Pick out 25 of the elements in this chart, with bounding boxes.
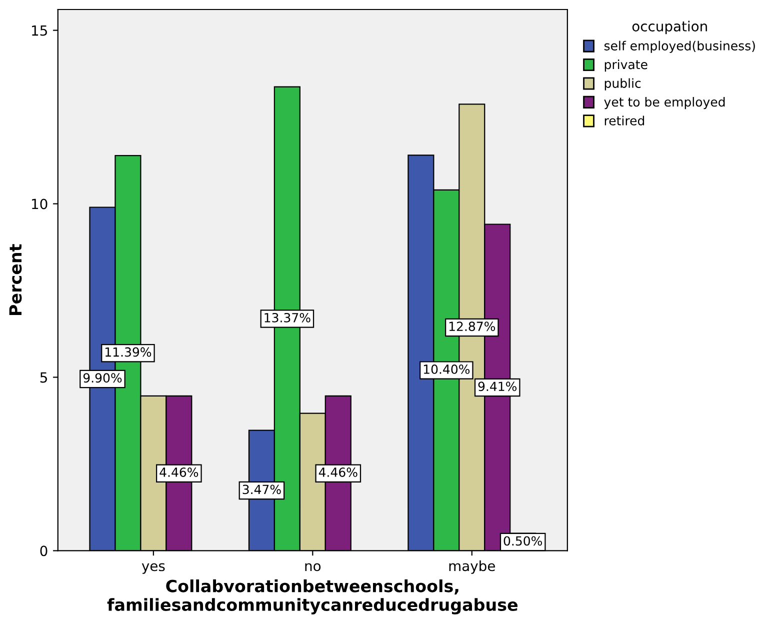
data-label: 4.46% [160, 468, 198, 477]
data-label: 11.39% [106, 347, 152, 357]
legend-label: public [604, 78, 641, 90]
legend-label: self employed(business) [604, 40, 755, 53]
y-tick-label: 15 [32, 25, 47, 36]
x-tick-label: maybe [449, 560, 495, 574]
data-label: 9.41% [478, 382, 517, 392]
y-tick-label: 5 [40, 372, 47, 383]
legend-label: private [604, 60, 648, 72]
data-label: 13.37% [264, 312, 310, 322]
legend-title: occupation [632, 20, 707, 34]
data-label: 3.47% [242, 484, 281, 494]
y-axis-title: Percent [9, 244, 22, 315]
data-label: 12.87% [449, 322, 496, 332]
x-tick-label: no [305, 563, 321, 572]
data-label: 10.40% [424, 364, 470, 374]
y-tick-label: 10 [32, 198, 48, 210]
data-label: 4.46% [318, 468, 358, 477]
x-axis-title: Collabvorationbetweenschools, familiesandcommunitycanreducedrugabuse [107, 579, 518, 614]
y-tick-label: 0 [40, 546, 48, 556]
x-tick-label: yes [142, 563, 165, 574]
legend-label: retired [604, 116, 644, 126]
data-label: 9.90% [83, 373, 122, 383]
legend-label: yet to be employed [604, 96, 725, 110]
data-label: 0.50% [504, 536, 542, 546]
